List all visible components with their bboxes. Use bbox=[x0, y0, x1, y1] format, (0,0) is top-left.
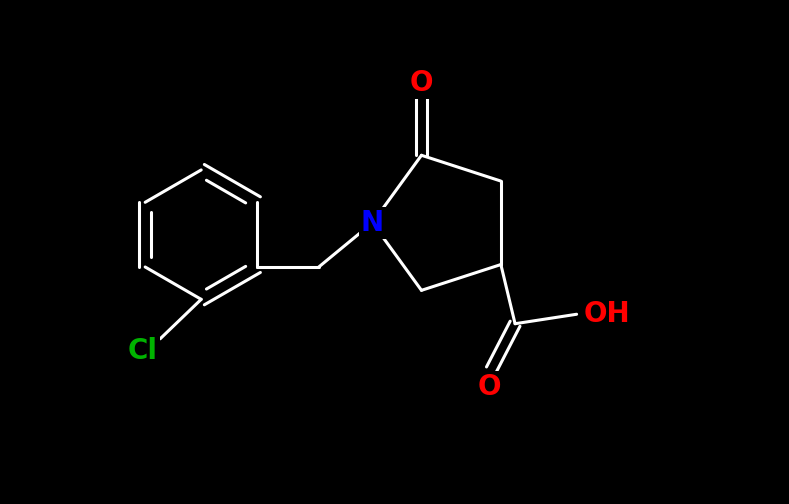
Text: OH: OH bbox=[583, 300, 630, 328]
Text: Cl: Cl bbox=[128, 337, 158, 364]
Text: O: O bbox=[478, 373, 502, 401]
Text: N: N bbox=[361, 209, 384, 237]
Text: O: O bbox=[409, 69, 433, 97]
